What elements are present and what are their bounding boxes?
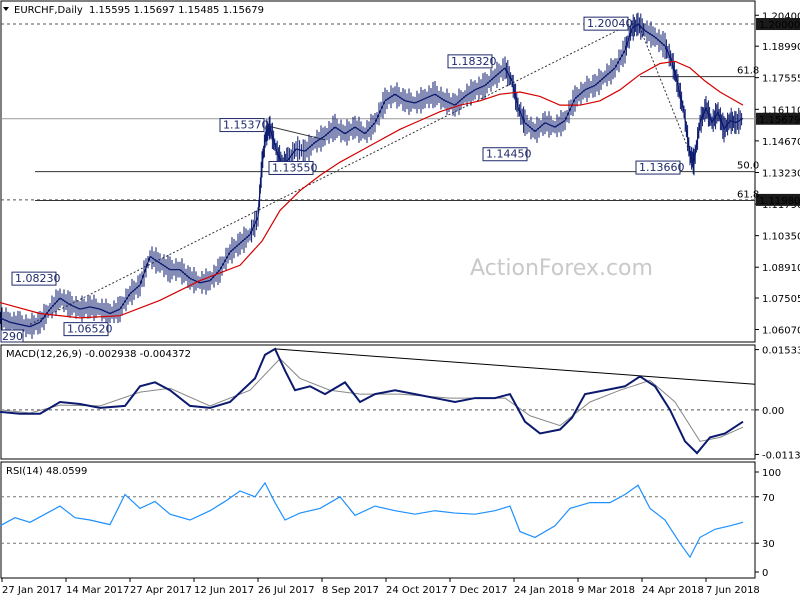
level-badge-120000-text: 1.20000 <box>759 20 800 31</box>
price-y-tick-label: 1.07505 <box>762 294 800 305</box>
price-label-box <box>482 147 528 162</box>
x-tick-label: 7 Jun 2018 <box>706 585 760 596</box>
macd-layer: 0.015338 0.00 -0.01134 <box>0 346 800 461</box>
price-y-tick-label: 1.06070 <box>762 326 800 337</box>
price-layer: 1.20400 1.18990 1.17555 1.16110 1.14670 1.132… <box>0 11 800 343</box>
x-tick-label: 27 Apr 2017 <box>130 585 192 596</box>
macd-panel <box>0 344 756 460</box>
price-label-box <box>268 160 314 175</box>
price-label-box <box>635 160 681 175</box>
title-triangle-icon <box>3 7 9 11</box>
price-label-box <box>447 54 493 69</box>
price-y-tick-label: 1.14670 <box>762 137 800 148</box>
macd-y-tick-label: 0.015338 <box>762 346 800 357</box>
x-tick-label: 9 Mar 2018 <box>578 585 635 596</box>
x-tick-label: 24 Oct 2017 <box>386 585 448 596</box>
price-y-tick-label: 1.18990 <box>762 42 800 53</box>
price-y-tick-label: 1.10350 <box>762 232 800 243</box>
rsi-layer: 100 70 30 0 <box>0 468 781 579</box>
price-y-tick-label: 1.20400 <box>762 11 800 22</box>
price-label-text: 1.18320 <box>451 55 497 68</box>
macd-trendline <box>274 348 756 385</box>
rsi-y-tick-label: 100 <box>762 468 781 479</box>
price-label-text: 1.13660 <box>639 161 685 174</box>
macd-y-tick-label: -0.01134 <box>762 450 800 461</box>
dotted-trendline-down <box>637 22 695 164</box>
rsi-panel <box>0 461 756 579</box>
x-tick-label: 24 Jan 2018 <box>514 585 574 596</box>
rsi-y-tick-label: 30 <box>762 539 775 550</box>
price-label-box <box>583 16 629 31</box>
x-tick-label: 8 Sep 2017 <box>322 585 379 596</box>
cut-label-box <box>0 329 24 343</box>
price-label-box <box>11 271 57 286</box>
level-badge-111980-text: 1.11980 <box>759 196 800 207</box>
rsi-y-tick-label: 0 <box>762 568 768 579</box>
price-label-text: 1.08230 <box>15 272 61 285</box>
price-label-text: 1.20040 <box>587 17 633 30</box>
current-price-badge <box>756 112 800 125</box>
current-price-badge-text: 1.15679 <box>759 115 800 126</box>
price-y-tick-label: 1.16110 <box>762 105 800 116</box>
rsi-label: RSI(14) 48.0599 <box>6 466 87 477</box>
x-tick-label: 24 Apr 2018 <box>642 585 704 596</box>
price-y-tick-label: 1.08910 <box>762 263 800 274</box>
x-tick-label: 27 Jan 2017 <box>2 585 62 596</box>
fib-label: 61.8 <box>737 190 759 201</box>
x-tick-label: 12 Jun 2017 <box>194 585 254 596</box>
rsi-line <box>0 481 744 559</box>
price-label-text: 1.14450 <box>486 148 532 161</box>
macd-y-tick-label: 0.00 <box>762 406 784 417</box>
cut-label-text: 290 <box>2 330 23 343</box>
ohlc-values: 1.15595 1.15697 1.15485 1.15679 <box>89 5 264 16</box>
x-tick-label: 14 Mar 2017 <box>66 585 129 596</box>
price-label-box <box>63 322 109 337</box>
x-tick-label: 7 Dec 2017 <box>450 585 508 596</box>
x-tick-label: 26 Jul 2017 <box>258 585 315 596</box>
macd-line <box>0 347 744 455</box>
level-badge-120000 <box>756 18 800 31</box>
fib-label: 50.0 <box>737 161 759 172</box>
price-label-text: 1.13550 <box>272 161 318 174</box>
x-axis: 27 Jan 2017 14 Mar 2017 27 Apr 2017 12 Jun … <box>1 578 760 596</box>
rsi-y-tick-label: 70 <box>762 493 775 504</box>
chart-title: EURCHF,Daily <box>14 5 83 16</box>
price-label-text: 1.15370 <box>223 119 269 132</box>
price-label-box <box>219 118 265 133</box>
fib-label: 61.8 <box>737 66 759 77</box>
price-y-tick-label: 1.17555 <box>762 74 800 85</box>
moving-average-line <box>0 60 744 319</box>
level-badge-111980 <box>756 193 800 206</box>
price-y-tick-label: 1.13230 <box>762 168 800 179</box>
price-label-text: 1.06520 <box>67 323 113 336</box>
dotted-trendline-up <box>29 22 633 325</box>
watermark: ActionForex.com <box>470 256 653 281</box>
macd-label: MACD(12,26,9) -0.002938 -0.004372 <box>6 349 191 360</box>
